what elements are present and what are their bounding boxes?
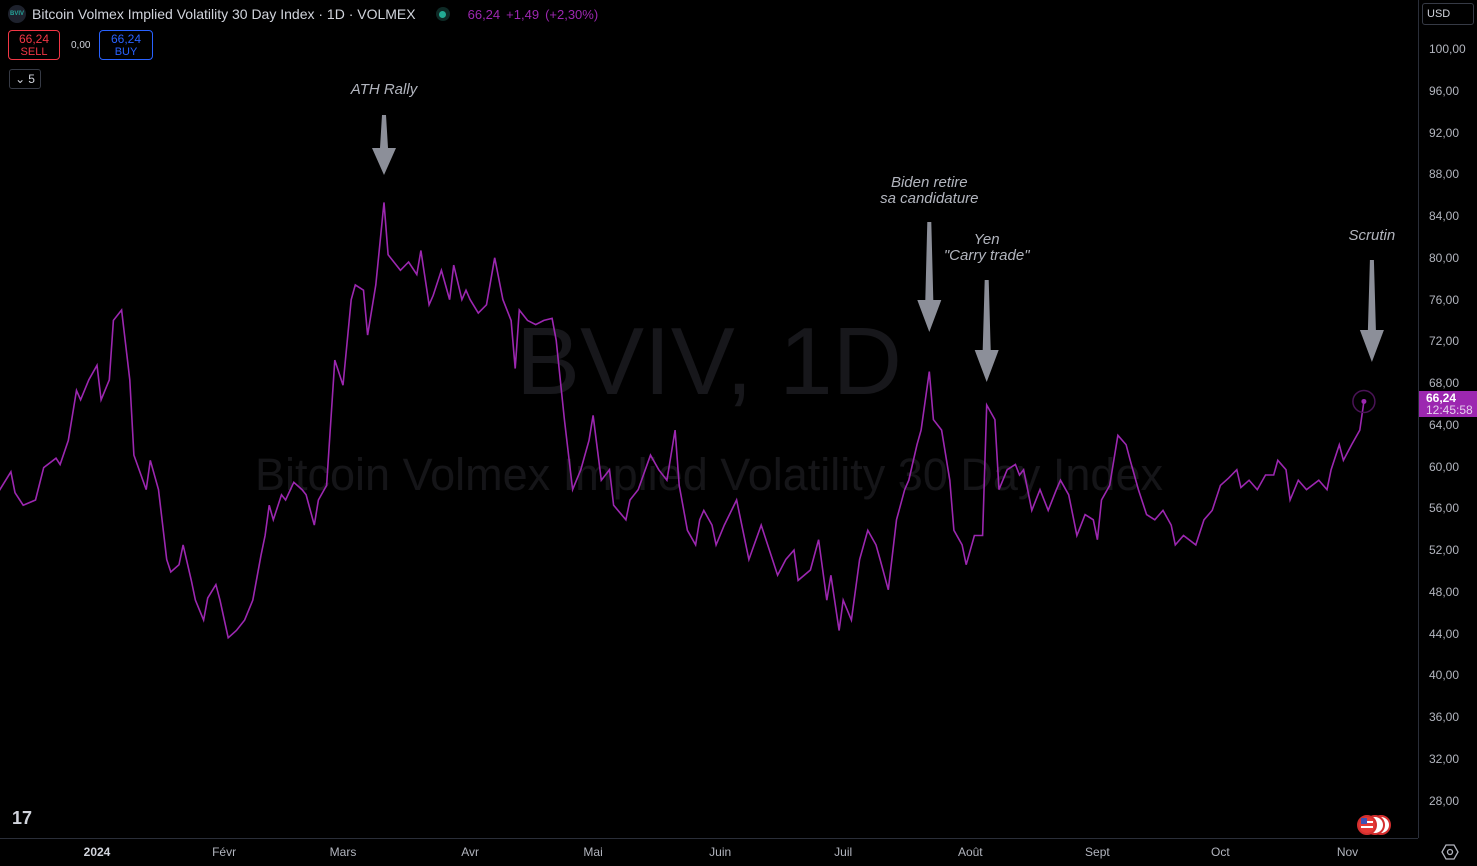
annotation-arrow[interactable] — [975, 280, 999, 382]
y-tick-label: 80,00 — [1429, 251, 1459, 265]
settings-icon[interactable] — [1441, 843, 1459, 861]
x-tick-label: Juil — [834, 845, 852, 859]
last-price-label: 66,24 12:45:58 — [1419, 391, 1477, 417]
sell-label: SELL — [9, 46, 59, 59]
x-tick-label: Sept — [1085, 845, 1110, 859]
market-status-icon[interactable] — [436, 7, 450, 21]
annotation-line: "Carry trade" — [944, 248, 1030, 264]
y-tick-label: 52,00 — [1429, 543, 1459, 557]
y-tick-label: 68,00 — [1429, 376, 1459, 390]
y-tick-label: 76,00 — [1429, 293, 1459, 307]
annotation-text[interactable]: ATH Rally — [351, 82, 417, 98]
y-tick-label: 60,00 — [1429, 460, 1459, 474]
series-line — [0, 203, 1364, 638]
currency-label: USD — [1427, 8, 1450, 20]
annotation-line: Biden retire — [880, 175, 978, 191]
x-tick-label: Mai — [583, 845, 602, 859]
annotation-arrow[interactable] — [917, 222, 941, 332]
x-tick-label: Août — [958, 845, 983, 859]
price-change: +1,49 — [506, 7, 539, 22]
y-tick-label: 92,00 — [1429, 126, 1459, 140]
x-tick-label: 2024 — [84, 845, 111, 859]
symbol-logo: BVIV — [8, 5, 26, 23]
indicators-toggle[interactable]: ⌄ 5 — [9, 69, 41, 89]
sell-price: 66,24 — [9, 33, 59, 46]
buy-button[interactable]: 66,24 BUY — [99, 30, 153, 60]
price-axis[interactable]: 100,00 96,00 92,00 88,00 84,00 80,00 76,00 72,0… — [1418, 0, 1477, 838]
x-tick-label: Oct — [1211, 845, 1230, 859]
us-flag-event-icon[interactable] — [1355, 814, 1391, 836]
y-tick-label: 84,00 — [1429, 209, 1459, 223]
annotation-arrow[interactable] — [1360, 260, 1384, 362]
bar-countdown: 12:45:58 — [1426, 404, 1477, 416]
indicator-count: 5 — [28, 72, 35, 86]
currency-selector[interactable]: USD — [1422, 3, 1474, 25]
last-point — [1361, 399, 1366, 404]
last-price: 66,24 — [468, 7, 501, 22]
annotation-line: sa candidature — [880, 191, 978, 207]
chart-header: BVIV Bitcoin Volmex Implied Volatility 3… — [8, 4, 598, 24]
x-tick-label: Févr — [212, 845, 236, 859]
time-axis[interactable]: 2024 Févr Mars Avr Mai Juin Juil Août Sept Oct Nov — [0, 838, 1418, 866]
buy-label: BUY — [100, 46, 152, 59]
x-tick-label: Avr — [461, 845, 479, 859]
tradingview-logo[interactable]: 17 — [12, 808, 32, 829]
x-tick-label: Nov — [1337, 845, 1358, 859]
annotation-text[interactable]: Scrutin — [1349, 228, 1396, 244]
chevron-down-icon: ⌄ — [15, 72, 25, 86]
y-tick-label: 64,00 — [1429, 418, 1459, 432]
y-tick-label: 88,00 — [1429, 167, 1459, 181]
y-tick-label: 32,00 — [1429, 752, 1459, 766]
price-change-pct: (+2,30%) — [545, 7, 598, 22]
annotation-line: Yen — [944, 232, 1030, 248]
annotation-line: ATH Rally — [351, 82, 417, 98]
sell-button[interactable]: 66,24 SELL — [8, 30, 60, 60]
y-tick-label: 40,00 — [1429, 668, 1459, 682]
y-tick-label: 96,00 — [1429, 84, 1459, 98]
annotation-line: Scrutin — [1349, 228, 1396, 244]
spread: 0,00 — [71, 40, 90, 51]
y-tick-label: 28,00 — [1429, 794, 1459, 808]
y-tick-label: 56,00 — [1429, 501, 1459, 515]
annotation-text[interactable]: Yen"Carry trade" — [944, 232, 1030, 264]
price-chart[interactable] — [0, 0, 1418, 838]
y-tick-label: 36,00 — [1429, 710, 1459, 724]
x-tick-label: Mars — [330, 845, 357, 859]
y-tick-label: 100,00 — [1429, 42, 1466, 56]
symbol-title[interactable]: Bitcoin Volmex Implied Volatility 30 Day… — [32, 6, 416, 22]
buy-price: 66,24 — [100, 33, 152, 46]
y-tick-label: 48,00 — [1429, 585, 1459, 599]
annotation-arrow[interactable] — [372, 115, 396, 175]
y-tick-label: 44,00 — [1429, 627, 1459, 641]
x-tick-label: Juin — [709, 845, 731, 859]
y-tick-label: 72,00 — [1429, 334, 1459, 348]
